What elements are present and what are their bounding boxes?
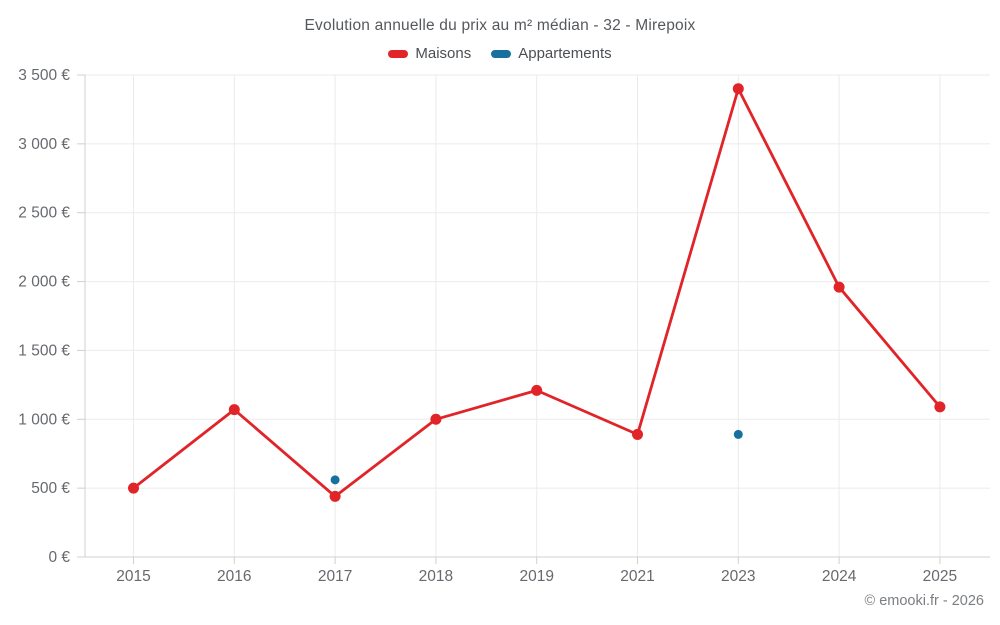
maisons-point-2018[interactable] (430, 413, 442, 425)
y-tick-label: 1 500 € (18, 342, 70, 359)
x-tick-label: 2017 (318, 568, 352, 585)
legend-item-appartements[interactable]: Appartements (491, 45, 612, 62)
x-tick-label: 2021 (620, 568, 654, 585)
maisons-point-2021[interactable] (632, 428, 643, 440)
y-tick-label: 500 € (31, 480, 70, 497)
maisons-point-2019[interactable] (531, 384, 543, 396)
maisons-point-2015[interactable] (128, 482, 139, 494)
maisons-point-2025[interactable] (934, 401, 946, 413)
x-tick-label: 2019 (519, 568, 553, 585)
legend-item-maisons[interactable]: Maisons (388, 45, 471, 62)
y-tick-label: 3 000 € (18, 136, 70, 153)
x-tick-label: 2024 (822, 568, 857, 585)
appartements-swatch-icon (491, 49, 512, 58)
maisons-point-2017[interactable] (329, 490, 341, 502)
y-tick-label: 2 000 € (18, 274, 70, 291)
x-tick-label: 2015 (116, 568, 150, 585)
y-tick-label: 2 500 € (18, 205, 70, 222)
legend-label-appartements: Appartements (518, 45, 612, 62)
x-tick-label: 2018 (419, 568, 453, 585)
appartements-point-2023[interactable] (733, 429, 743, 439)
maisons-point-2023[interactable] (732, 83, 744, 95)
y-tick-label: 3 500 € (18, 67, 70, 84)
y-tick-label: 1 000 € (18, 411, 70, 428)
x-tick-label: 2016 (217, 568, 251, 585)
copyright-note: © emooki.fr - 2026 (864, 593, 984, 609)
maisons-swatch-icon (388, 49, 409, 58)
x-tick-label: 2025 (923, 568, 957, 585)
y-tick-label: 0 € (48, 549, 70, 566)
appartements-point-2017[interactable] (330, 475, 340, 485)
chart-title: Evolution annuelle du prix au m² médian … (304, 17, 696, 34)
chart-legend: Maisons Appartements (0, 45, 1000, 62)
x-tick-label: 2023 (721, 568, 755, 585)
maisons-point-2024[interactable] (833, 281, 845, 293)
legend-label-maisons: Maisons (415, 45, 472, 62)
maisons-point-2016[interactable] (228, 404, 240, 416)
